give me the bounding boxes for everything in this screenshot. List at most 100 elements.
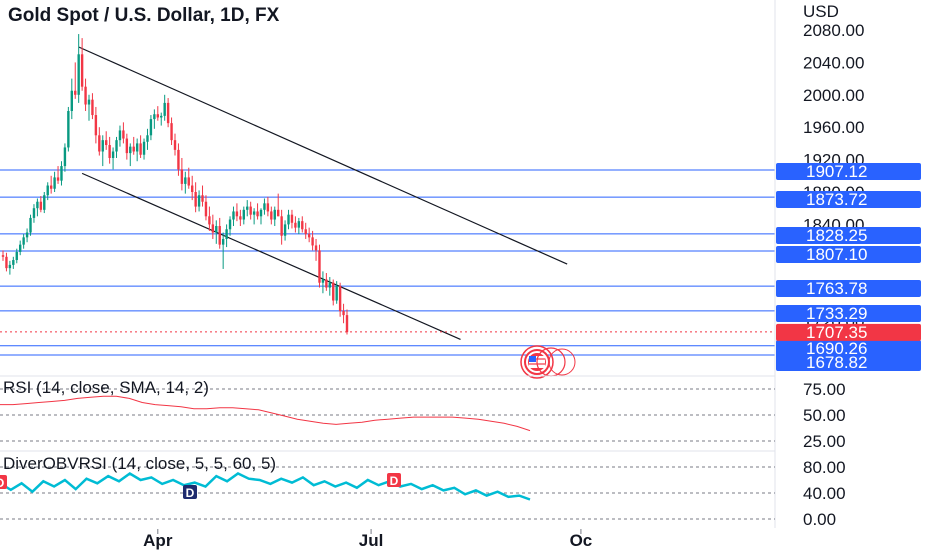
- candle-body: [249, 206, 252, 215]
- candle-body: [39, 201, 43, 210]
- candle-body: [139, 143, 142, 155]
- channel-lower-line: [81, 172, 461, 340]
- candle-body: [294, 222, 297, 228]
- candle-body: [228, 219, 232, 230]
- divergence-marker-label: D: [390, 474, 399, 488]
- candles: [1, 34, 349, 335]
- candle-body: [77, 54, 80, 95]
- candle-body: [29, 217, 32, 233]
- candle-body: [235, 211, 239, 217]
- us-flag-icon: [520, 345, 576, 379]
- time-tick-label: Apr: [143, 531, 173, 550]
- candle-body: [283, 224, 287, 236]
- price-level-tag: [776, 280, 921, 297]
- divergence-marker-label: D: [0, 476, 5, 490]
- candle-body: [36, 201, 39, 209]
- candle-body: [70, 90, 73, 111]
- candle-body: [43, 195, 46, 210]
- price-level-tag-label: 1678.82: [806, 353, 867, 372]
- candle-body: [98, 135, 101, 152]
- candle-body: [204, 201, 208, 217]
- candle-body: [84, 86, 87, 105]
- candle-body: [211, 224, 215, 233]
- candle-body: [111, 151, 115, 158]
- candle-body: [287, 214, 290, 225]
- candle-body: [53, 177, 56, 189]
- price-tick-label: 2000.00: [803, 86, 864, 105]
- rsi-tick-label: 25.00: [803, 432, 846, 451]
- candle-body: [19, 244, 22, 252]
- candle-body: [132, 146, 135, 152]
- candle-body: [125, 138, 129, 154]
- candle-body: [297, 221, 301, 228]
- time-tick-label: Oc: [570, 531, 593, 550]
- candle-body: [122, 130, 125, 139]
- candle-body: [342, 311, 345, 316]
- divergence-marker: [387, 473, 401, 487]
- candle-body: [307, 234, 311, 238]
- candle-body: [49, 185, 53, 189]
- candle-body: [208, 216, 211, 225]
- candle-body: [187, 177, 190, 186]
- candle-body: [270, 211, 273, 220]
- price-level-tag-label: 1873.72: [806, 190, 867, 209]
- candle-body: [242, 209, 245, 220]
- candle-body: [170, 123, 173, 141]
- candle-body: [335, 285, 338, 301]
- candle-body: [191, 185, 194, 192]
- candle-body: [318, 250, 321, 283]
- candle-body: [311, 237, 314, 246]
- price-level-tag: [776, 227, 921, 244]
- candle-body: [252, 211, 256, 215]
- candle-body: [108, 145, 111, 158]
- price-level-tag-label: 1690.26: [806, 339, 867, 358]
- candle-body: [301, 221, 304, 230]
- obv-title: DiverOBVRSI (14, close, 5, 5, 60, 5): [3, 454, 276, 473]
- candle-body: [156, 114, 159, 118]
- price-level-tag-label: 1733.29: [806, 304, 867, 323]
- divergence-markers: DDD: [0, 473, 401, 500]
- candle-body: [87, 99, 91, 105]
- rsi-axis-labels: 75.00 50.00 25.00: [803, 380, 846, 451]
- candle-body: [163, 102, 166, 116]
- candle-body: [15, 251, 18, 261]
- time-axis-labels: Apr Jul Oc: [143, 531, 592, 550]
- candle-body: [280, 216, 283, 236]
- price-level-tag-label: 1907.12: [806, 162, 867, 181]
- candle-body: [67, 111, 70, 148]
- price-level-tag-label: 1828.25: [806, 226, 867, 245]
- candle-body: [180, 169, 184, 184]
- candle-body: [160, 115, 163, 118]
- obv-line: [0, 472, 531, 501]
- candle-body: [25, 232, 29, 238]
- price-level-tag: [776, 340, 921, 357]
- candle-body: [129, 146, 132, 154]
- candle-body: [325, 279, 328, 288]
- rsi-tick-label: 50.00: [803, 406, 846, 425]
- rsi-title: RSI (14, close, SMA, 14, 2): [3, 378, 209, 397]
- candle-body: [263, 203, 266, 210]
- rsi-tick-label: 75.00: [803, 380, 846, 399]
- candle-body: [221, 238, 225, 245]
- candle-body: [246, 206, 249, 210]
- candle-body: [1, 255, 5, 257]
- candle-body: [239, 216, 242, 220]
- candle-body: [8, 264, 12, 269]
- candle-body: [149, 119, 153, 136]
- candle-body: [225, 229, 228, 239]
- current-price-tag: [776, 323, 921, 341]
- candle-body: [177, 149, 180, 170]
- candle-body: [332, 282, 335, 301]
- price-tick-label: 2040.00: [803, 53, 864, 72]
- candle-body: [184, 177, 187, 184]
- candle-body: [60, 166, 63, 181]
- price-level-tag-label: 1763.78: [806, 279, 867, 298]
- candle-body: [115, 140, 118, 152]
- candle-body: [345, 315, 349, 333]
- candle-body: [304, 229, 307, 235]
- candle-body: [5, 256, 8, 269]
- descending-channel: [78, 46, 568, 340]
- candle-body: [146, 135, 149, 142]
- candle-body: [194, 192, 197, 207]
